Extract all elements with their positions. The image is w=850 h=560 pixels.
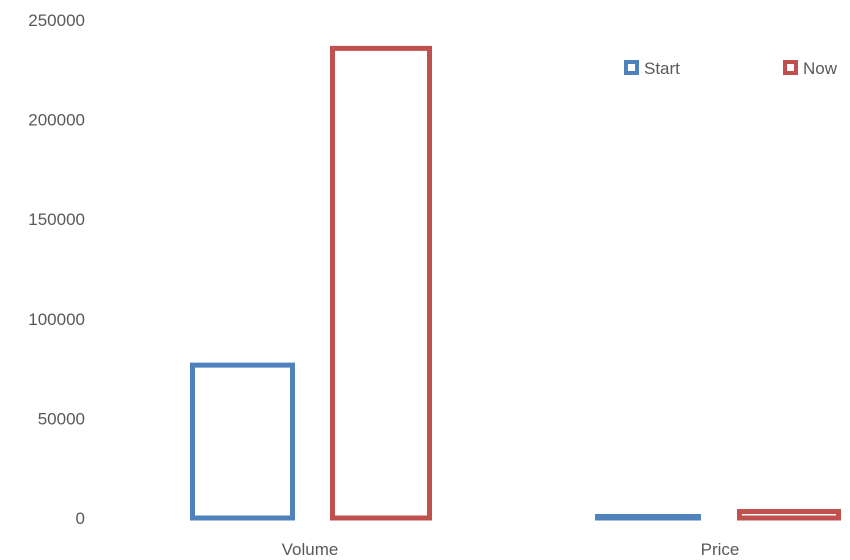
y-tick-label: 150000 — [28, 210, 85, 229]
y-tick-label: 200000 — [28, 111, 85, 130]
y-tick-label: 100000 — [28, 310, 85, 329]
y-tick-label: 50000 — [38, 409, 85, 428]
legend: Start Now — [624, 59, 838, 78]
legend-label-start: Start — [644, 59, 680, 78]
y-tick-label: 0 — [76, 509, 85, 528]
bar-start-price — [595, 514, 701, 521]
x-axis-labels: Volume Price — [282, 540, 740, 559]
legend-label-now: Now — [803, 59, 838, 78]
bar-now-volume — [330, 45, 432, 521]
legend-swatch-now — [783, 60, 798, 75]
x-category-label: Volume — [282, 540, 339, 559]
x-category-label: Price — [701, 540, 740, 559]
bar-start-volume — [190, 362, 295, 521]
bar-now-price — [737, 509, 841, 521]
y-axis-ticks: 0 50000 100000 150000 200000 250000 — [28, 11, 85, 528]
y-tick-label: 250000 — [28, 11, 85, 30]
bar-marks — [190, 45, 841, 521]
legend-swatch-start — [624, 60, 639, 75]
